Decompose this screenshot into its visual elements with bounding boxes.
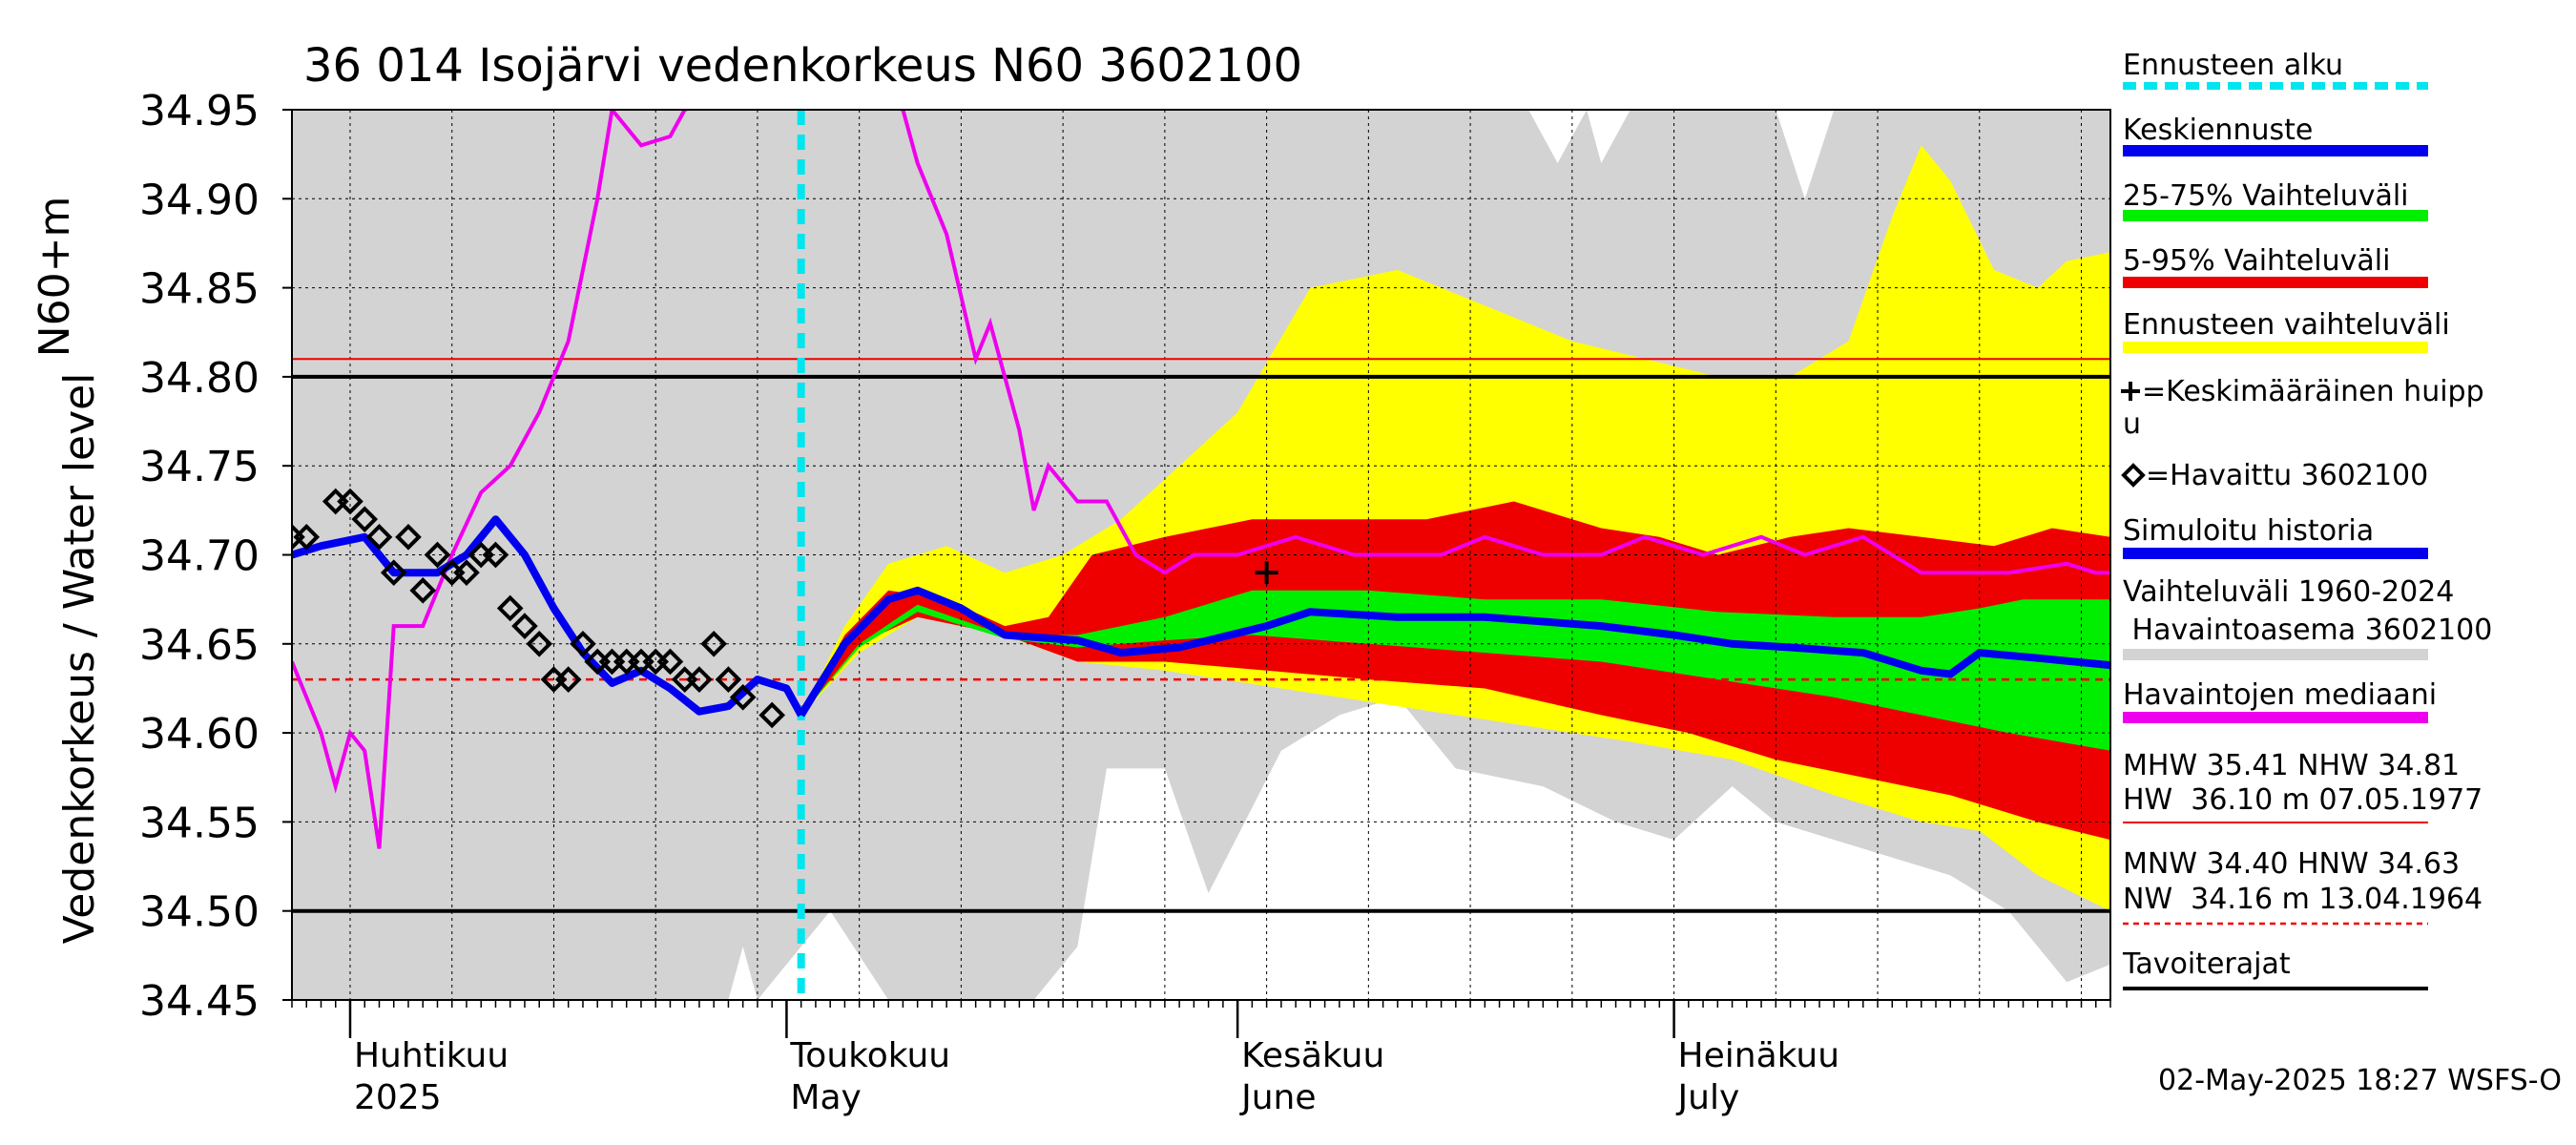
- mean-peak-marker: [1255, 561, 1278, 585]
- y-tick-label: 34.95: [139, 87, 260, 135]
- y-tick-label: 34.65: [139, 621, 260, 670]
- observed-point: [758, 701, 786, 729]
- legend-label-2: u: [2123, 407, 2141, 441]
- observed-point: [482, 541, 509, 569]
- y-tick-label: 34.75: [139, 443, 260, 491]
- legend-label-2: Havaintoasema 3602100: [2123, 614, 2492, 647]
- observed-point: [656, 648, 684, 676]
- legend-label: Simuloitu historia: [2123, 514, 2374, 548]
- observed-points: [292, 488, 786, 729]
- mean-forecast-line: [798, 586, 2110, 718]
- observed-point: [700, 630, 728, 657]
- band-5-95-area: [800, 501, 2110, 841]
- legend-label: Ennusteen alku: [2123, 49, 2343, 82]
- y-axis-label: Vedenkorkeus / Water level: [55, 373, 104, 945]
- legend-label: Tavoiterajat: [2122, 947, 2291, 981]
- y-tick-label: 34.50: [139, 888, 260, 937]
- legend-entry: Ennusteen alku: [2123, 49, 2428, 90]
- y-tick-label: 34.80: [139, 354, 260, 403]
- median-line: [292, 110, 2110, 849]
- month-label-en: May: [790, 1078, 861, 1117]
- legend-label-2: NW 34.16 m 13.04.1964: [2123, 883, 2483, 916]
- legend-label: MHW 35.41 NHW 34.81: [2123, 749, 2460, 782]
- legend-entry: Havaintojen mediaani: [2123, 678, 2437, 723]
- observed-point: [496, 594, 524, 622]
- month-label-en: July: [1676, 1078, 1740, 1117]
- y-tick-label: 34.60: [139, 710, 260, 759]
- legend-entry: Ennusteen vaihteluväli: [2123, 308, 2450, 353]
- legend-entry: Keskiennuste: [2123, 114, 2428, 156]
- observed-point: [424, 541, 451, 569]
- footer-timestamp: 02-May-2025 18:27 WSFS-O: [2158, 1064, 2562, 1097]
- y-axis-label-unit: N60+m: [31, 197, 79, 358]
- observed-point: [526, 630, 553, 657]
- y-tick-label: 34.55: [139, 799, 260, 847]
- observed-point: [337, 488, 364, 515]
- observed-point: [729, 683, 757, 711]
- observed-point: [715, 666, 742, 693]
- legend-label: MNW 34.40 HNW 34.63: [2123, 847, 2460, 881]
- legend-entry: =Havaittu 3602100: [2121, 459, 2428, 492]
- legend-diamond: [2121, 463, 2146, 488]
- legend-entry: Tavoiterajat: [2122, 947, 2428, 990]
- band-25-75-area: [800, 590, 2110, 751]
- y-tick-label: 34.70: [139, 532, 260, 581]
- legend-label: Ennusteen vaihteluväli: [2123, 308, 2450, 342]
- legend-entry: 25-75% Vaihteluväli: [2123, 179, 2428, 221]
- x-axis-ticks: [291, 1000, 2111, 1038]
- legend-label: =Keskimääräinen huipp: [2142, 375, 2484, 408]
- legend-label: =Havaittu 3602100: [2146, 459, 2428, 492]
- legend-entry: Vaihteluväli 1960-2024 Havaintoasema 360…: [2123, 575, 2492, 660]
- legend: Ennusteen alku Keskiennuste 25-75% Vaihtel…: [2121, 49, 2492, 990]
- legend-label: Keskiennuste: [2123, 114, 2313, 147]
- month-label: Kesäkuu: [1241, 1036, 1384, 1075]
- observed-point: [554, 666, 582, 693]
- observed-point: [409, 576, 437, 604]
- observed-point: [380, 559, 407, 586]
- observed-point: [570, 630, 596, 657]
- y-tick-label: 34.85: [139, 265, 260, 314]
- legend-entry: Simuloitu historia: [2123, 514, 2428, 559]
- legend-label: Vaihteluväli 1960-2024: [2123, 575, 2454, 609]
- reference-lines: [292, 358, 2110, 913]
- observed-point: [293, 524, 321, 551]
- observed-point: [351, 506, 379, 533]
- y-axis-ticks: 34.45 34.50 34.55 34.60 34.65 34.70 34.75 34.80…: [139, 87, 292, 1026]
- y-tick-label: 34.45: [139, 977, 260, 1026]
- observed-point: [453, 559, 480, 586]
- legend-label-2: HW 36.10 m 07.05.1977: [2123, 783, 2483, 817]
- month-label-en: June: [1239, 1078, 1316, 1117]
- legend-entry: 5-95% Vaihteluväli: [2123, 244, 2428, 288]
- legend-label: Havaintojen mediaani: [2123, 678, 2437, 712]
- observed-point: [511, 613, 538, 639]
- observed-point: [365, 524, 393, 551]
- month-label-en: 2025: [354, 1078, 442, 1117]
- month-label: Heinäkuu: [1678, 1036, 1839, 1075]
- legend-label: 5-95% Vaihteluväli: [2123, 244, 2390, 278]
- month-label: Toukokuu: [789, 1036, 950, 1075]
- legend-label: 25-75% Vaihteluväli: [2123, 179, 2409, 213]
- chart-title: 36 014 Isojärvi vedenkorkeus N60 3602100: [303, 39, 1302, 93]
- observed-point: [686, 666, 713, 693]
- observed-point: [395, 524, 422, 551]
- month-label: Huhtikuu: [354, 1036, 509, 1075]
- y-tick-label: 34.90: [139, 176, 260, 224]
